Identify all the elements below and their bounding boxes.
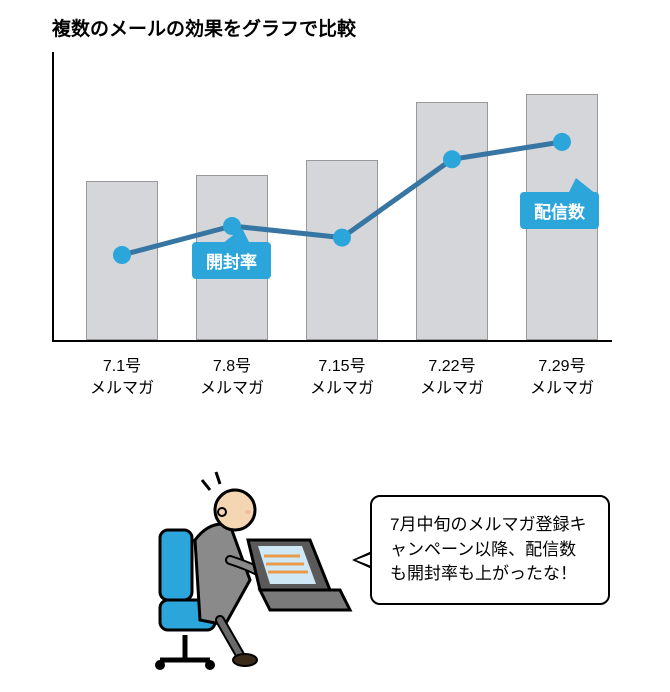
x-axis-labels: 7.1号 メルマガ 7.8号 メルマガ 7.15号 メルマガ 7.22号 メルマ… bbox=[52, 356, 612, 406]
y-axis bbox=[52, 52, 54, 342]
x-label-3-line1: 7.22号 bbox=[428, 358, 475, 375]
callout-open-rate-text: 開封率 bbox=[206, 253, 257, 272]
x-label-4: 7.29号 メルマガ bbox=[507, 356, 617, 399]
x-axis bbox=[52, 340, 612, 342]
speech-bubble-text: 7月中旬のメルマガ登録キャンペーン以降、配信数も開封率も上がったな！ bbox=[390, 515, 586, 583]
callout-send-count: 配信数 bbox=[520, 192, 599, 229]
bar-2 bbox=[306, 160, 378, 340]
person-at-laptop-icon bbox=[130, 460, 380, 680]
x-label-3: 7.22号 メルマガ bbox=[397, 356, 507, 399]
bar-3 bbox=[416, 102, 488, 340]
x-label-3-line2: メルマガ bbox=[420, 380, 484, 397]
callout-send-count-text: 配信数 bbox=[534, 203, 585, 222]
chart-title: 複数のメールの効果をグラフで比較 bbox=[52, 14, 356, 41]
x-label-2-line2: メルマガ bbox=[310, 380, 374, 397]
x-label-0-line2: メルマガ bbox=[90, 380, 154, 397]
bar-0 bbox=[86, 181, 158, 341]
callout-open-rate: 開封率 bbox=[192, 242, 271, 279]
x-label-1-line2: メルマガ bbox=[200, 380, 264, 397]
x-label-4-line2: メルマガ bbox=[530, 380, 594, 397]
x-label-2: 7.15号 メルマガ bbox=[287, 356, 397, 399]
x-label-2-line1: 7.15号 bbox=[318, 358, 365, 375]
x-label-1-line1: 7.8号 bbox=[213, 358, 251, 375]
x-label-4-line1: 7.29号 bbox=[538, 358, 585, 375]
x-label-1: 7.8号 メルマガ bbox=[177, 356, 287, 399]
x-label-0: 7.1号 メルマガ bbox=[67, 356, 177, 399]
speech-bubble: 7月中旬のメルマガ登録キャンペーン以降、配信数も開封率も上がったな！ bbox=[370, 495, 610, 605]
chart: 開封率 配信数 bbox=[52, 52, 612, 342]
x-label-0-line1: 7.1号 bbox=[103, 358, 141, 375]
